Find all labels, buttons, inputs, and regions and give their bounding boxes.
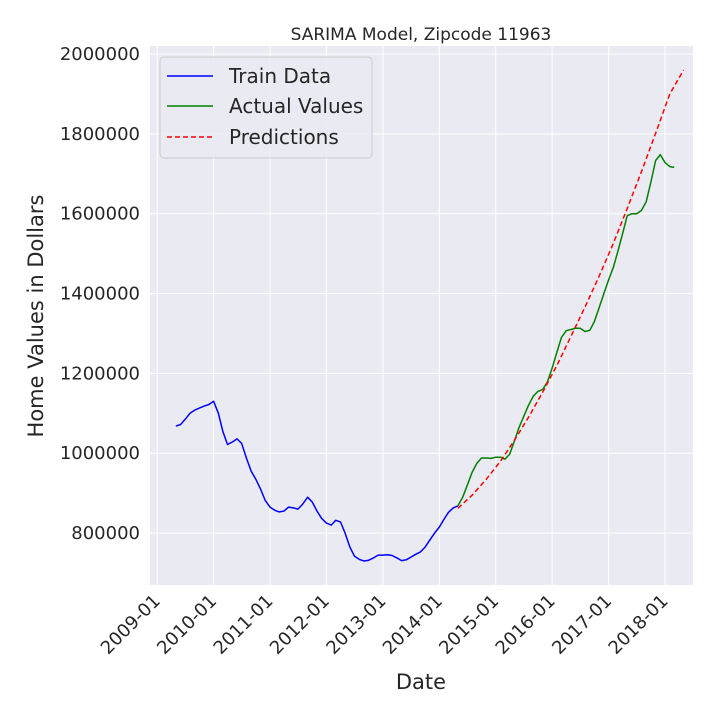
series-line-actual-values — [457, 153, 675, 507]
series-lines — [175, 69, 685, 562]
y-tick-label: 2000000 — [60, 44, 140, 65]
x-tick-label: 2014-01 — [379, 591, 447, 659]
x-tick-label: 2015-01 — [435, 591, 503, 659]
x-tick-label: 2010-01 — [153, 591, 221, 659]
y-tick-label: 1200000 — [60, 363, 140, 384]
y-axis-label: Home Values in Dollars — [24, 195, 48, 438]
y-tick-label: 1400000 — [60, 284, 140, 305]
y-tick-label: 1000000 — [60, 443, 140, 464]
x-tick-label: 2017-01 — [548, 591, 616, 659]
y-tick-label: 1800000 — [60, 124, 140, 145]
x-tick-label: 2016-01 — [492, 591, 560, 659]
x-tick-label: 2009-01 — [97, 591, 165, 659]
legend-box — [159, 56, 373, 159]
x-axis-label: Date — [396, 670, 446, 694]
series-line-train-data — [175, 400, 459, 562]
legend: Train Data Actual Values Predictions — [159, 56, 373, 159]
legend-label-train-data: Train Data — [228, 64, 331, 88]
y-tick-label: 800000 — [71, 523, 140, 544]
x-tick-label: 2011-01 — [210, 591, 278, 659]
legend-label-predictions: Predictions — [229, 125, 339, 149]
chart-title: SARIMA Model, Zipcode 11963 — [291, 25, 552, 45]
y-tick-label: 1600000 — [60, 204, 140, 225]
x-tick-label: 2012-01 — [266, 591, 334, 659]
x-tick-label: 2013-01 — [322, 591, 390, 659]
x-tick-label: 2018-01 — [605, 591, 673, 659]
legend-label-actual-values: Actual Values — [229, 94, 363, 118]
